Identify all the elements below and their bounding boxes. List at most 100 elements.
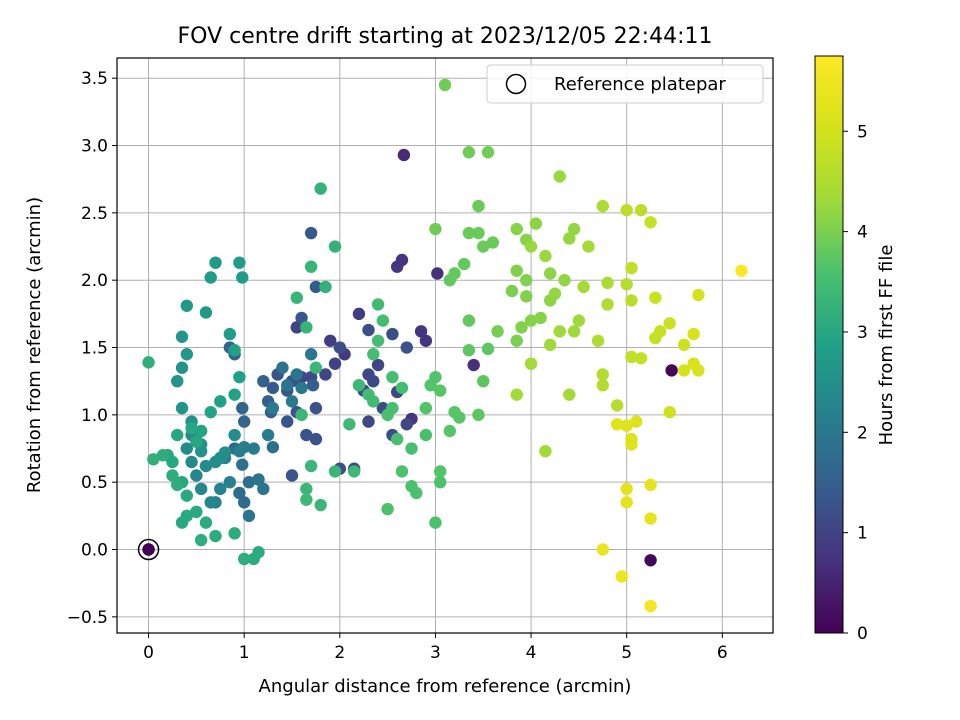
data-point [295,381,308,395]
data-point [510,388,523,401]
data-point [591,334,605,347]
data-point [228,344,241,357]
data-point [567,222,581,236]
data-point [347,465,361,478]
data-point [677,364,691,377]
data-point [429,222,442,236]
data-points [142,78,748,613]
data-point [237,552,251,566]
data-point [424,379,437,392]
data-point [304,459,318,473]
data-point [175,401,189,415]
data-point [395,381,409,395]
data-point [175,516,189,529]
y-axis-ticks: −0.5 0.0 0.5 1.0 1.5 2.0 2.5 3.0 3.5 [67,69,117,628]
data-point [529,217,543,230]
data-point [309,280,323,294]
data-point [190,469,203,482]
data-point [376,314,390,327]
data-point [328,465,342,478]
data-point [620,419,633,432]
data-point [233,445,246,458]
data-point [156,449,170,462]
data-point [247,442,260,455]
data-point [390,432,404,446]
data-point [405,480,418,493]
data-point [190,435,203,448]
data-point [400,341,413,354]
data-point [431,267,444,280]
data-point [180,348,194,361]
legend-marker [505,73,527,95]
data-point [236,401,249,415]
data-point [481,342,495,356]
y-tick-label: 3.5 [81,69,108,89]
data-point [577,280,590,294]
x-tick-label: 2 [334,643,345,663]
data-point [610,418,624,431]
data-point [601,298,614,311]
data-point [233,486,246,500]
data-point [438,78,452,92]
data-point [649,291,662,304]
data-point [300,482,313,496]
data-point [692,288,705,302]
reference-point-dot [142,543,155,556]
data-point [290,321,303,334]
data-point [677,338,691,352]
data-point [304,348,318,361]
data-point [453,411,466,424]
x-tick-label: 3 [430,643,441,663]
data-point [596,368,609,381]
data-point [204,405,217,419]
data-point [319,368,332,381]
data-point [194,424,208,438]
data-point [620,482,633,496]
data-point [236,458,249,471]
y-tick-label: 0.5 [81,473,108,493]
data-point [634,203,648,217]
data-point [414,325,428,338]
data-point [166,469,179,482]
data-point [343,418,356,431]
data-point [304,226,318,240]
y-tick-label: 1.5 [81,339,108,359]
colorbar-tick-label: 3 [857,323,868,343]
data-point [290,368,303,381]
data-point [228,527,241,540]
data-point [257,374,270,388]
data-point [477,374,490,388]
data-point [615,570,629,583]
colorbar-tick-label: 4 [857,223,868,243]
data-point [371,334,385,347]
data-point [175,361,189,374]
data-point [548,287,562,300]
data-point [328,357,342,370]
data-point [199,516,213,529]
data-point [543,338,557,352]
colorbar-tick-label: 2 [857,423,868,443]
data-point [218,446,232,459]
data-point [462,226,476,240]
data-point [443,424,456,438]
data-point [539,249,552,263]
data-point [644,478,657,492]
data-point [281,415,294,428]
data-point [405,442,418,455]
data-point [644,554,657,567]
data-point [553,170,566,183]
data-point [252,546,265,559]
data-point [563,232,576,245]
data-point [209,529,222,543]
data-point [510,334,523,347]
data-point [448,267,461,280]
data-point [233,370,246,384]
data-point [510,264,523,277]
data-point [314,498,327,512]
data-point [644,599,657,613]
y-tick-label: 2.0 [81,271,108,291]
data-point [199,306,213,319]
colorbar-ticks: 0 1 2 3 4 5 [843,122,868,644]
data-point [505,284,519,298]
data-point [190,505,203,519]
